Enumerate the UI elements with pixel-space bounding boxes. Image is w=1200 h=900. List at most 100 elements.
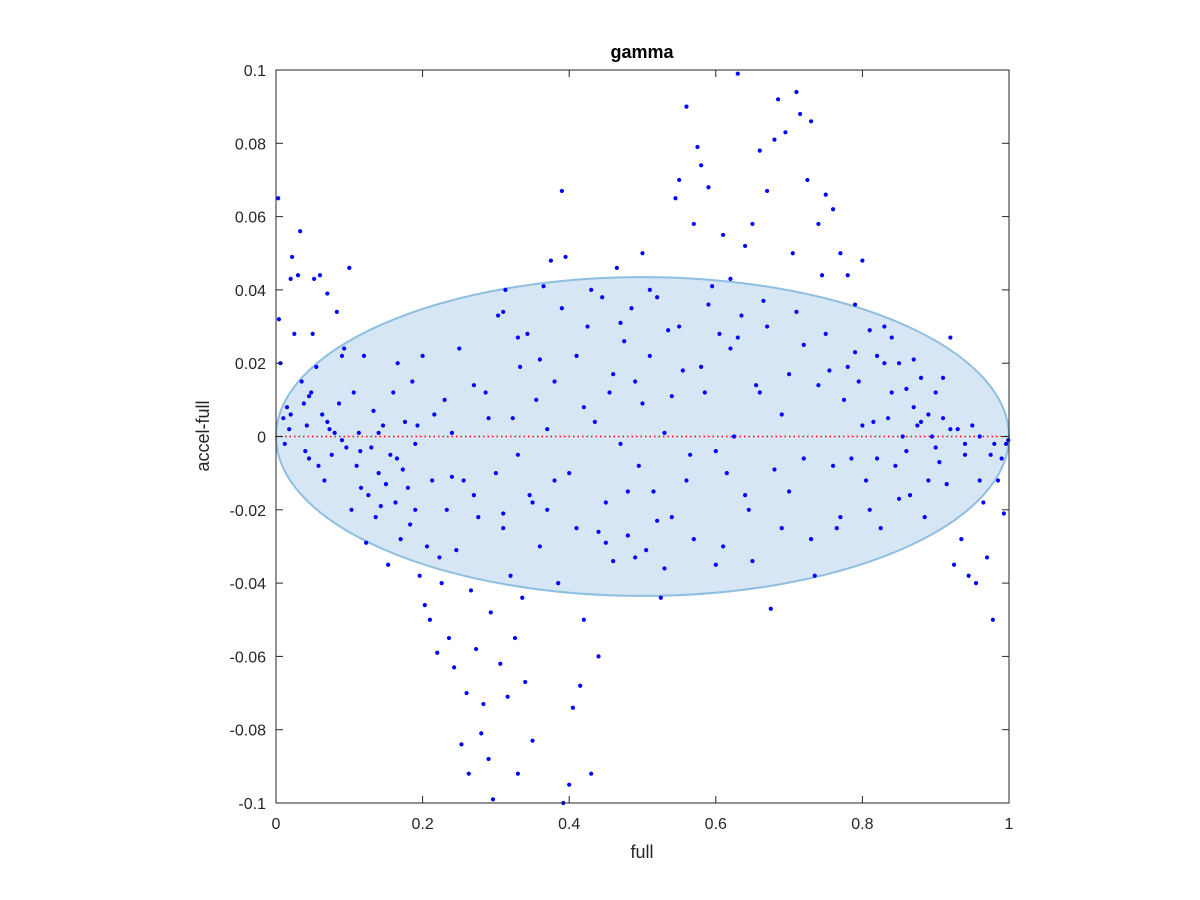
data-point	[592, 419, 597, 424]
data-point	[622, 339, 627, 344]
data-point	[537, 544, 542, 549]
y-tick-label: -0.06	[230, 649, 267, 666]
data-point	[706, 185, 711, 190]
y-tick-label: -0.02	[230, 503, 267, 520]
data-point	[662, 430, 667, 435]
data-point	[970, 423, 975, 428]
data-point	[320, 412, 325, 417]
data-point	[830, 207, 836, 212]
data-point	[515, 771, 520, 776]
data-point	[787, 489, 792, 494]
data-point	[369, 445, 374, 450]
data-point	[358, 485, 364, 490]
y-tick-label: -0.04	[230, 576, 267, 593]
data-point	[410, 379, 415, 384]
data-point	[422, 602, 427, 608]
data-point	[647, 353, 652, 358]
data-point	[556, 581, 561, 586]
data-point	[371, 408, 376, 413]
data-point	[757, 390, 762, 395]
data-point	[922, 515, 927, 520]
data-point	[483, 390, 488, 395]
data-point	[290, 254, 295, 260]
data-point	[633, 379, 638, 384]
data-point	[349, 507, 354, 512]
data-point	[691, 221, 696, 227]
data-point	[977, 434, 982, 439]
data-point	[699, 364, 704, 369]
data-point	[442, 397, 447, 402]
data-point	[574, 353, 579, 358]
data-point	[417, 573, 422, 578]
data-point	[728, 346, 733, 351]
data-point	[852, 350, 858, 355]
data-point	[347, 265, 352, 271]
data-point	[863, 478, 869, 483]
data-point	[695, 144, 700, 150]
data-point	[743, 493, 748, 498]
data-point	[830, 463, 836, 468]
data-point	[498, 661, 503, 666]
data-point	[603, 500, 608, 505]
data-point	[860, 423, 865, 428]
data-point	[452, 665, 457, 670]
data-point	[787, 372, 792, 377]
y-tick-label: 0.1	[244, 63, 266, 80]
data-point	[680, 368, 685, 373]
data-point	[517, 364, 523, 369]
data-point	[479, 731, 484, 736]
data-point	[951, 562, 957, 567]
data-point	[845, 364, 850, 369]
data-point	[841, 397, 847, 402]
data-point	[728, 276, 733, 282]
data-point	[332, 430, 337, 435]
data-point	[481, 701, 486, 707]
data-point	[772, 467, 777, 472]
data-point	[699, 163, 704, 168]
data-point	[413, 507, 418, 512]
ellipse-layer	[275, 276, 1010, 597]
data-point	[596, 654, 601, 659]
data-point	[570, 705, 575, 710]
x-tick-label: 1	[1005, 816, 1014, 833]
data-point	[508, 573, 513, 578]
data-point	[706, 302, 711, 307]
data-point	[581, 405, 586, 410]
data-point	[292, 331, 297, 336]
data-point	[776, 97, 781, 102]
data-point	[304, 423, 309, 428]
data-point	[962, 452, 968, 457]
data-point	[812, 573, 817, 578]
data-point	[317, 273, 323, 278]
data-point	[629, 306, 634, 311]
data-point	[276, 196, 281, 201]
data-point	[376, 430, 381, 435]
data-point	[849, 456, 854, 461]
data-point	[907, 493, 913, 498]
data-point	[336, 401, 342, 406]
data-point	[356, 430, 361, 435]
data-point	[449, 430, 455, 435]
data-point	[933, 445, 938, 450]
data-point	[585, 324, 590, 329]
y-tick-label: 0.06	[235, 210, 266, 227]
data-point	[904, 386, 909, 391]
data-point	[457, 346, 462, 351]
data-point	[885, 416, 891, 421]
data-point	[501, 309, 506, 314]
data-point	[420, 353, 425, 358]
data-point	[314, 364, 319, 369]
data-point	[999, 456, 1004, 461]
data-point	[823, 192, 828, 197]
data-point	[882, 361, 887, 366]
y-axis-ticks: -0.1 -0.08 -0.06 -0.04 -0.02 0 0.02 0.04 0.06 0.0…	[230, 63, 1009, 813]
data-point	[1006, 438, 1011, 443]
data-point	[988, 452, 993, 457]
data-point	[325, 291, 330, 296]
data-point	[581, 617, 586, 622]
data-point	[322, 478, 327, 483]
data-point	[882, 324, 887, 329]
data-point	[823, 331, 828, 336]
data-point	[589, 771, 594, 776]
data-point	[669, 515, 674, 520]
